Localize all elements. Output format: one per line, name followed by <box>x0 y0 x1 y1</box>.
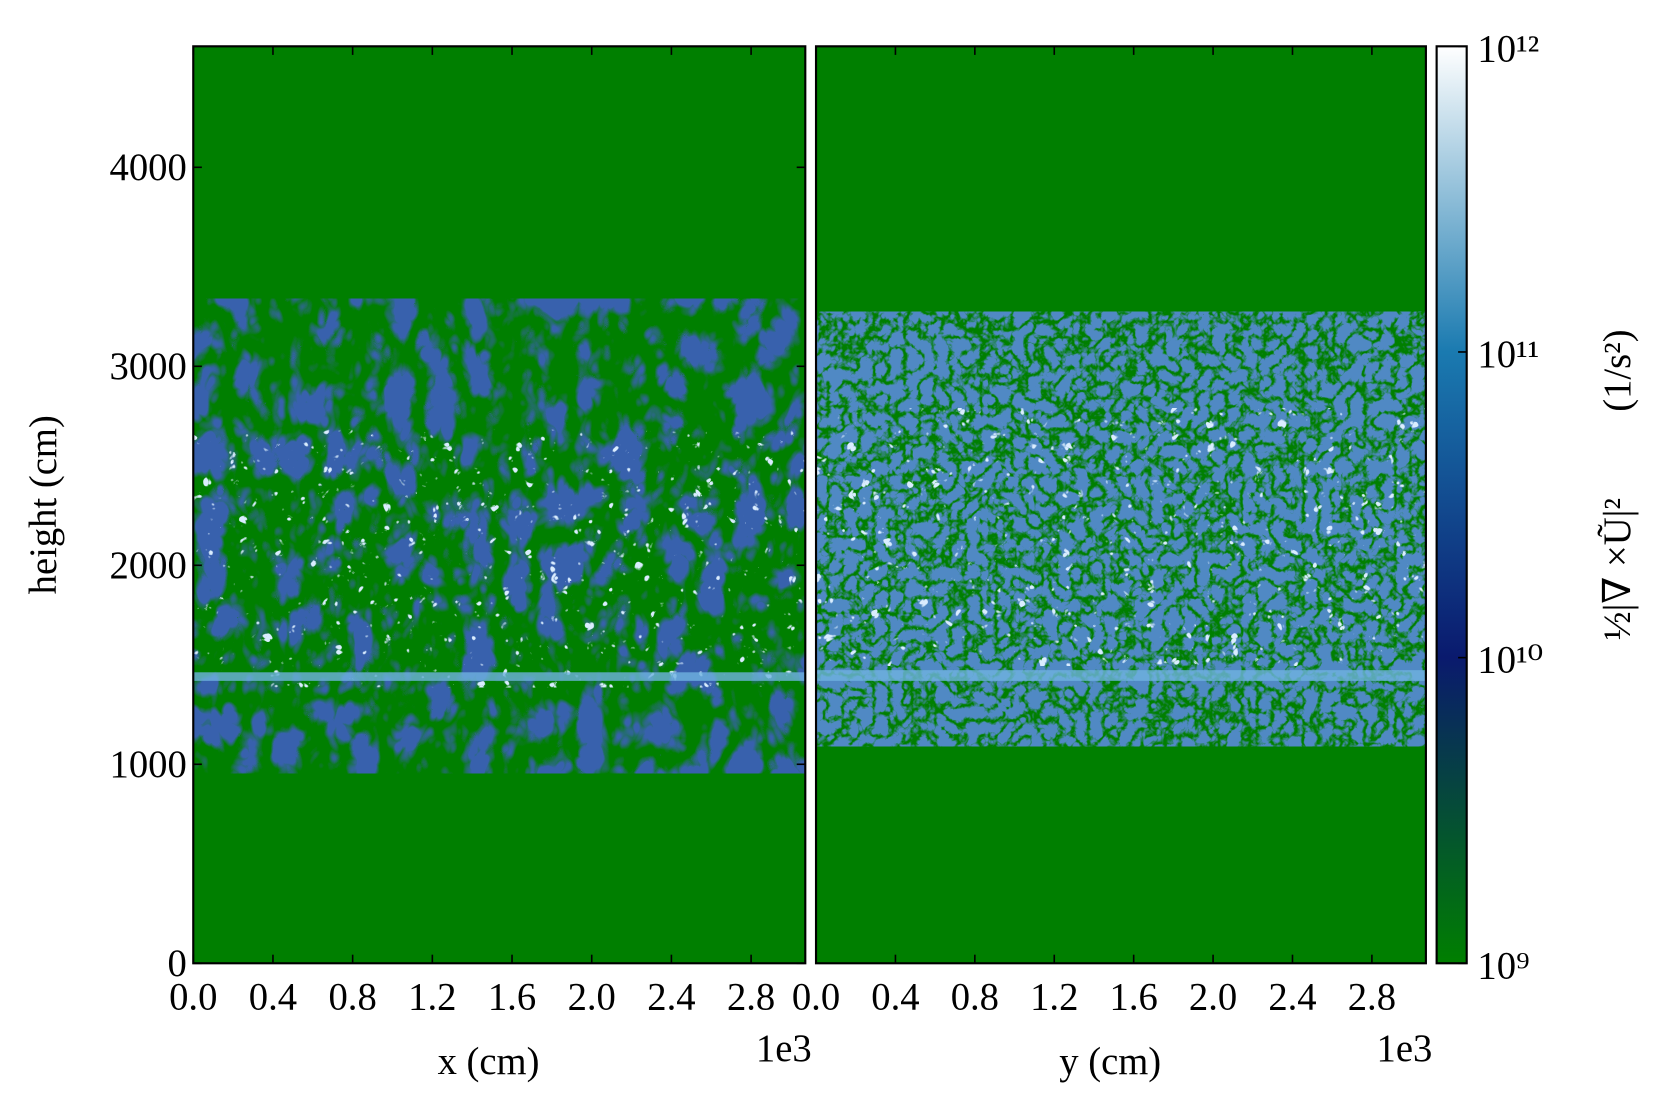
x-tick-label: 0.0 <box>169 976 217 1018</box>
x-tick-label: 0.4 <box>871 976 919 1018</box>
x-tick-label: 0.4 <box>249 976 297 1018</box>
x-tick-label: 1.6 <box>1110 976 1158 1018</box>
x-tick-label: 2.8 <box>727 976 775 1018</box>
x-tick-label: 2.0 <box>568 976 616 1018</box>
x-tick-label: 2.4 <box>1268 976 1316 1018</box>
x-axis-label: y (cm) <box>1059 1041 1161 1083</box>
panel-2-field <box>816 46 1426 964</box>
x-tick-label: 2.0 <box>1189 976 1237 1018</box>
x-tick-label: 1.2 <box>408 976 456 1018</box>
y-axis-label: height (cm) <box>23 415 65 594</box>
offset-text: 1e3 <box>756 1028 812 1070</box>
x-tick-label: 0.8 <box>951 976 999 1018</box>
x-tick-label: 0.8 <box>328 976 376 1018</box>
y-tick-label: 0 <box>167 943 186 985</box>
plot-frame <box>814 45 1427 965</box>
colorbar-tick-label: 10¹⁰ <box>1477 640 1543 682</box>
y-tick-label: 4000 <box>110 147 187 189</box>
colorbar-tick-label: 10¹² <box>1477 28 1539 70</box>
x-tick-label: 1.2 <box>1030 976 1078 1018</box>
x-tick-label: 2.8 <box>1348 976 1396 1018</box>
colorbar-tick-label: 10¹¹ <box>1477 334 1539 376</box>
plot-frame <box>192 45 807 965</box>
colorbar-units: (1/s²) <box>1597 329 1639 411</box>
y-tick-label: 3000 <box>110 346 187 388</box>
colorbar-label: ½|∇ ×Ũ|² <box>1597 498 1639 640</box>
colorbar <box>1435 45 1468 965</box>
x-tick-label: 2.4 <box>647 976 695 1018</box>
y-tick-label: 1000 <box>110 744 187 786</box>
y-tick-label: 2000 <box>110 545 187 587</box>
x-tick-label: 0.0 <box>792 976 840 1018</box>
offset-text: 1e3 <box>1377 1028 1433 1070</box>
panel-1-field <box>193 46 806 964</box>
x-axis-label: x (cm) <box>438 1041 540 1083</box>
colorbar-tick-label: 10⁹ <box>1477 945 1529 987</box>
x-tick-label: 1.6 <box>488 976 536 1018</box>
